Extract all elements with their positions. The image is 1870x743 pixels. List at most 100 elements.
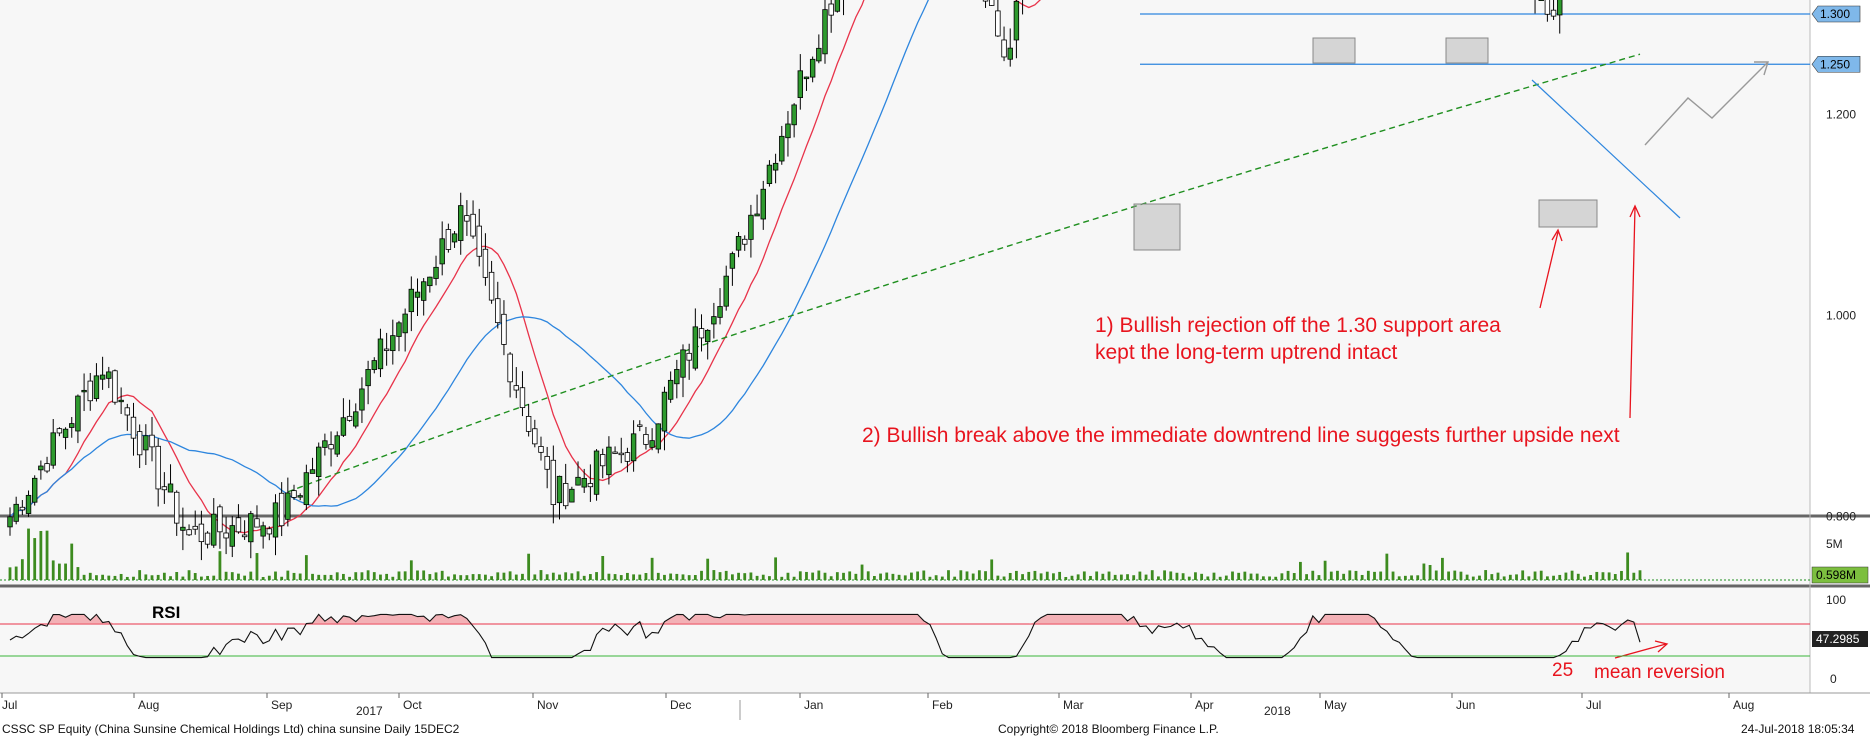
volume-bar <box>1181 573 1185 580</box>
volume-bar <box>1107 571 1111 580</box>
candle-body <box>50 432 56 466</box>
candle-body <box>723 275 729 307</box>
volume-bar <box>570 573 574 580</box>
volume-bar <box>286 570 290 580</box>
candle-body <box>433 266 439 279</box>
candle-body <box>248 513 254 543</box>
candle-body <box>167 483 174 493</box>
candle-body <box>31 477 38 503</box>
volume-bar <box>1138 571 1142 580</box>
pointer-arrowhead-2 <box>1629 204 1641 218</box>
candle-body <box>180 526 186 531</box>
volume-bar <box>1255 573 1259 580</box>
highlight-box <box>1445 37 1489 64</box>
candle-body <box>118 399 124 403</box>
volume-bar <box>1570 570 1574 580</box>
volume-bar <box>1397 576 1401 580</box>
candle-body <box>581 477 587 488</box>
candle-body <box>346 415 353 421</box>
volume-bar <box>903 575 907 580</box>
volume-bar <box>1076 574 1080 580</box>
candle-body <box>464 215 470 222</box>
volume-bar <box>558 574 561 580</box>
volume-bar <box>95 575 98 580</box>
candle-body <box>297 495 303 498</box>
candle-body <box>241 534 248 538</box>
candle-body <box>575 476 581 486</box>
candle-body <box>1007 47 1013 60</box>
candle-body <box>328 444 334 450</box>
volume-bar <box>471 574 475 580</box>
volume-bar <box>984 571 987 580</box>
volume-bar <box>1150 570 1154 580</box>
volume-bar <box>403 571 407 580</box>
volume-bar <box>20 559 24 580</box>
volume-bar <box>1206 576 1210 580</box>
volume-bar <box>1292 573 1296 580</box>
volume-bar <box>249 571 253 580</box>
volume-bar <box>360 572 364 580</box>
volume-bar <box>1533 571 1537 580</box>
candle-body <box>791 104 797 126</box>
candle-body <box>989 0 995 6</box>
month-label: Mar <box>1063 698 1084 712</box>
volume-bar <box>348 576 351 580</box>
volume-bar <box>1632 572 1636 580</box>
volume-bar <box>1323 560 1327 580</box>
volume-bar <box>582 575 586 580</box>
candle-body <box>396 322 402 337</box>
volume-bar <box>761 574 765 580</box>
volume-bar <box>224 571 228 580</box>
month-label: Apr <box>1195 698 1214 712</box>
candle-body <box>136 431 143 456</box>
candle-body <box>149 434 155 448</box>
volume-bar <box>1317 575 1321 580</box>
volume-bar <box>749 572 753 580</box>
volume-bar <box>613 574 617 580</box>
highlight-box <box>1538 199 1598 228</box>
price-tick: 1.000 <box>1826 309 1856 323</box>
volume-bar <box>1391 571 1395 580</box>
volume-bar <box>1490 574 1494 580</box>
candle-body <box>285 492 291 520</box>
candle-body <box>754 213 760 217</box>
volume-bar <box>1638 570 1642 580</box>
month-label: Aug <box>1733 698 1754 712</box>
candle-body <box>260 525 266 537</box>
volume-bar <box>14 566 18 580</box>
volume-bar <box>835 572 839 580</box>
volume-bar <box>1175 572 1179 580</box>
volume-bar <box>1169 571 1173 580</box>
volume-bar <box>1126 574 1129 580</box>
volume-bar <box>737 572 740 580</box>
volume-bar <box>218 551 222 580</box>
volume-bar <box>1027 571 1031 580</box>
volume-bar <box>1249 573 1253 580</box>
volume-bar <box>8 567 12 580</box>
year-label: 2018 <box>1264 704 1291 718</box>
volume-bar <box>206 575 209 580</box>
volume-bar <box>125 576 129 580</box>
volume-bar <box>1601 572 1605 580</box>
volume-bar <box>1595 571 1599 580</box>
volume-bar <box>1064 576 1068 580</box>
highlight-box <box>1312 37 1356 64</box>
volume-bar <box>650 557 654 580</box>
annotation-line-2: kept the long-term uptrend intact <box>1095 341 1398 364</box>
candle-body <box>612 451 618 454</box>
volume-bar <box>354 572 358 580</box>
candle-body <box>649 440 655 448</box>
volume-bar <box>1058 571 1062 580</box>
volume-bar <box>1268 576 1271 580</box>
volume-bar <box>156 574 160 580</box>
volume-bar <box>712 570 716 580</box>
candle-body <box>1013 0 1020 41</box>
month-label: Jul <box>1586 698 1601 712</box>
volume-bar <box>1311 570 1315 580</box>
volume-bar <box>1416 575 1420 580</box>
annotation-line-1: 1) Bullish rejection off the 1.30 suppor… <box>1095 314 1501 337</box>
volume-bar <box>311 573 314 580</box>
candle-body <box>729 253 736 269</box>
candle-body <box>25 494 32 514</box>
